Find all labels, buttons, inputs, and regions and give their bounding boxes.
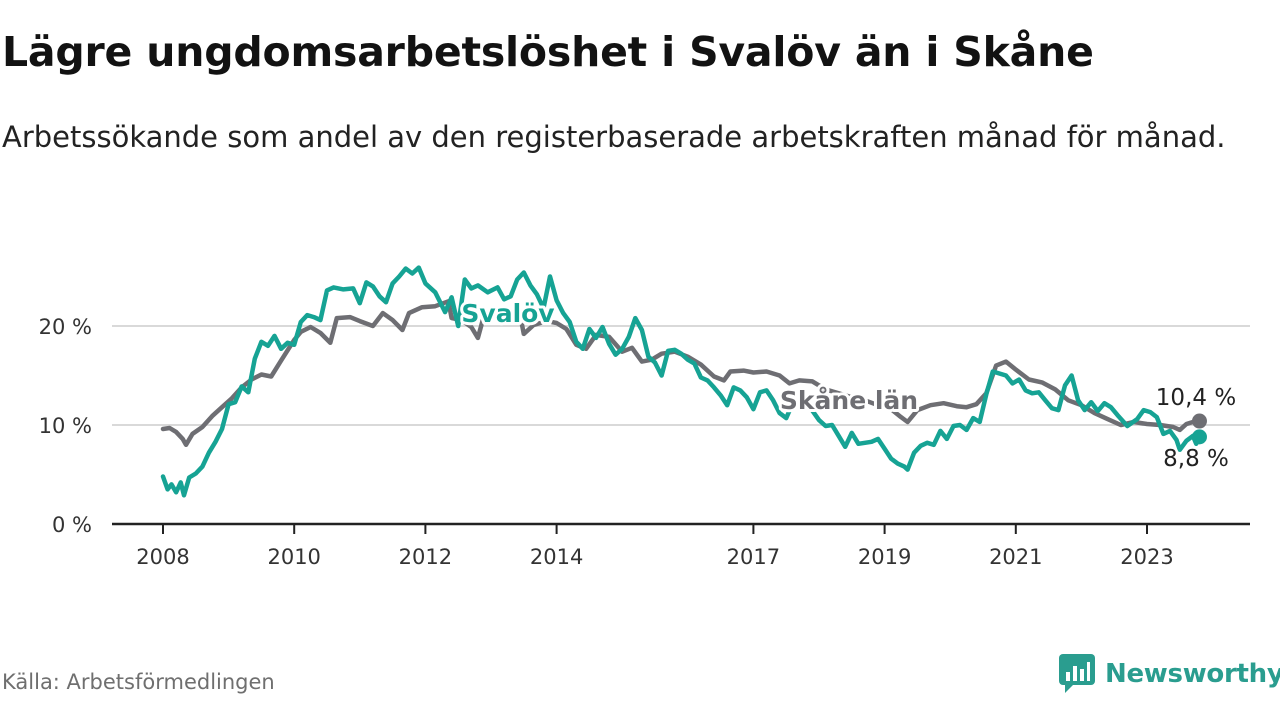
gridlines xyxy=(112,325,1250,426)
newsworthy-logo[interactable]: Newsworthy xyxy=(1059,654,1280,694)
endpoint-marker-svalov xyxy=(1191,429,1207,445)
series-line-skane xyxy=(160,299,1202,448)
y-tick-label: 10 % xyxy=(39,414,92,438)
axes: 0 % 10 % 20 % 2008 2010 2012 2014 2017 2019 2021 2… xyxy=(39,315,1250,569)
chart-title: Lägre ungdomsarbetslöshet i Svalöv än i … xyxy=(2,28,1094,76)
series-label-svalov: Svalöv xyxy=(461,299,554,328)
series-line-svalov xyxy=(160,265,1202,498)
series-label-skane: Skåne län xyxy=(780,386,918,415)
x-tick-label: 2008 xyxy=(136,545,189,569)
series-labels: Svalöv Skåne län 10,4 % 8,8 % xyxy=(458,296,1238,475)
end-label-skane: 10,4 % xyxy=(1156,385,1236,411)
chart-subtitle: Arbetssökande som andel av den registerb… xyxy=(2,120,1226,154)
x-tick-label: 2012 xyxy=(399,545,452,569)
x-tick-label: 2017 xyxy=(727,545,780,569)
series-lines xyxy=(160,265,1207,498)
end-label-svalov: 8,8 % xyxy=(1163,446,1229,472)
source-note: Källa: Arbetsförmedlingen xyxy=(2,670,275,694)
endpoint-marker-skane xyxy=(1191,413,1207,429)
x-tick-label: 2021 xyxy=(989,545,1042,569)
x-tick-label: 2014 xyxy=(530,545,583,569)
x-tick-label: 2019 xyxy=(858,545,911,569)
newsworthy-logo-icon xyxy=(1059,654,1095,693)
brand-name: Newsworthy xyxy=(1105,659,1280,689)
y-tick-label: 20 % xyxy=(39,315,92,339)
x-tick-label: 2010 xyxy=(267,545,320,569)
y-tick-label: 0 % xyxy=(52,513,92,537)
x-tick-label: 2023 xyxy=(1120,545,1173,569)
